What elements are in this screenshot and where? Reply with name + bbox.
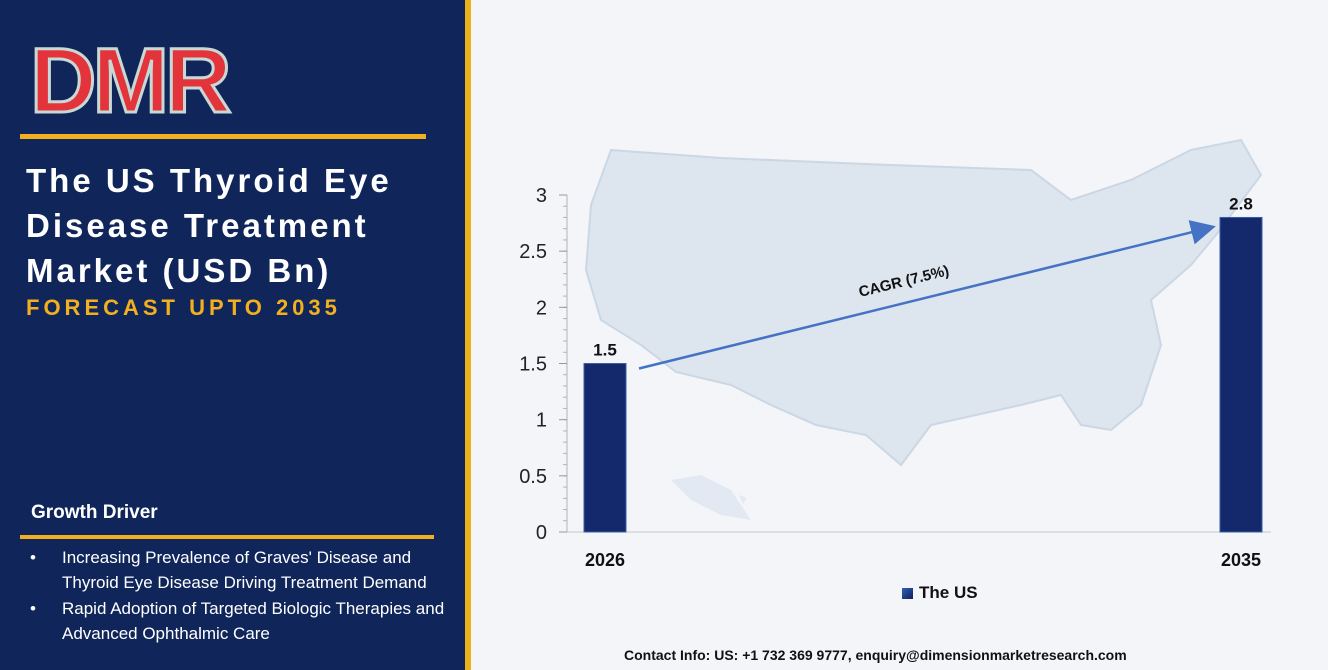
x-axis: 2026 2035 (585, 550, 1261, 570)
title-line: Market (USD Bn) (26, 252, 332, 289)
bar-chart: 0 0.5 1 1.5 2 2.5 3 1.5 2.8 2026 2035 CAGR (7.5%… (519, 185, 1271, 570)
logo-text: DMR (30, 38, 230, 122)
x-tick-label: 2026 (585, 550, 625, 570)
growth-driver-text: Increasing Prevalence of Graves' Disease… (62, 548, 427, 592)
y-tick-label: 1 (536, 410, 547, 432)
bars (583, 216, 1263, 533)
us-map-background (584, 138, 1263, 520)
legend-label: The US (919, 583, 978, 602)
growth-driver-item: • Rapid Adoption of Targeted Biologic Th… (28, 596, 448, 646)
growth-driver-divider (20, 535, 434, 539)
y-tick-label: 2.5 (519, 241, 547, 263)
cagr-arrow (638, 220, 1216, 370)
y-tick-label: 0.5 (519, 466, 547, 488)
left-panel: DMR The US Thyroid Eye Disease Treatment… (0, 0, 465, 670)
data-labels: 1.5 2.8 (593, 194, 1253, 359)
growth-driver-heading: Growth Driver (31, 502, 158, 523)
bar (1219, 216, 1263, 533)
report-title: The US Thyroid Eye Disease Treatment Mar… (26, 158, 456, 293)
chart-legend: The US (902, 583, 978, 603)
bullet-icon: • (30, 548, 36, 567)
y-tick-label: 2 (536, 297, 547, 319)
y-tick-label: 1.5 (519, 354, 547, 376)
contact-info: Contact Info: US: +1 732 369 9777, enqui… (624, 647, 1127, 663)
growth-driver-list: • Increasing Prevalence of Graves' Disea… (28, 545, 448, 647)
title-line: The US Thyroid Eye (26, 162, 392, 199)
dmr-logo: DMR (30, 38, 236, 122)
x-tick-label: 2035 (1221, 550, 1261, 570)
chart-panel: 0 0.5 1 1.5 2 2.5 3 1.5 2.8 2026 2035 CAGR (7.5%… (471, 0, 1328, 670)
bullet-icon: • (30, 599, 36, 618)
forecast-subtitle: FORECAST UPTO 2035 (26, 295, 341, 320)
bar (583, 363, 627, 533)
growth-driver-text: Rapid Adoption of Targeted Biologic Ther… (62, 599, 445, 643)
growth-driver-item: • Increasing Prevalence of Graves' Disea… (28, 545, 448, 595)
bar-value-label: 2.8 (1229, 194, 1253, 213)
logo-divider (20, 134, 426, 139)
title-line: Disease Treatment (26, 207, 369, 244)
y-axis: 0 0.5 1 1.5 2 2.5 3 (519, 185, 1271, 544)
y-tick-label: 0 (536, 522, 547, 544)
bar-value-label: 1.5 (593, 341, 617, 360)
y-tick-label: 3 (536, 185, 547, 207)
cagr-annotation: CAGR (7.5%) (638, 220, 1216, 370)
legend-swatch (902, 587, 913, 599)
accent-strip (465, 0, 471, 670)
